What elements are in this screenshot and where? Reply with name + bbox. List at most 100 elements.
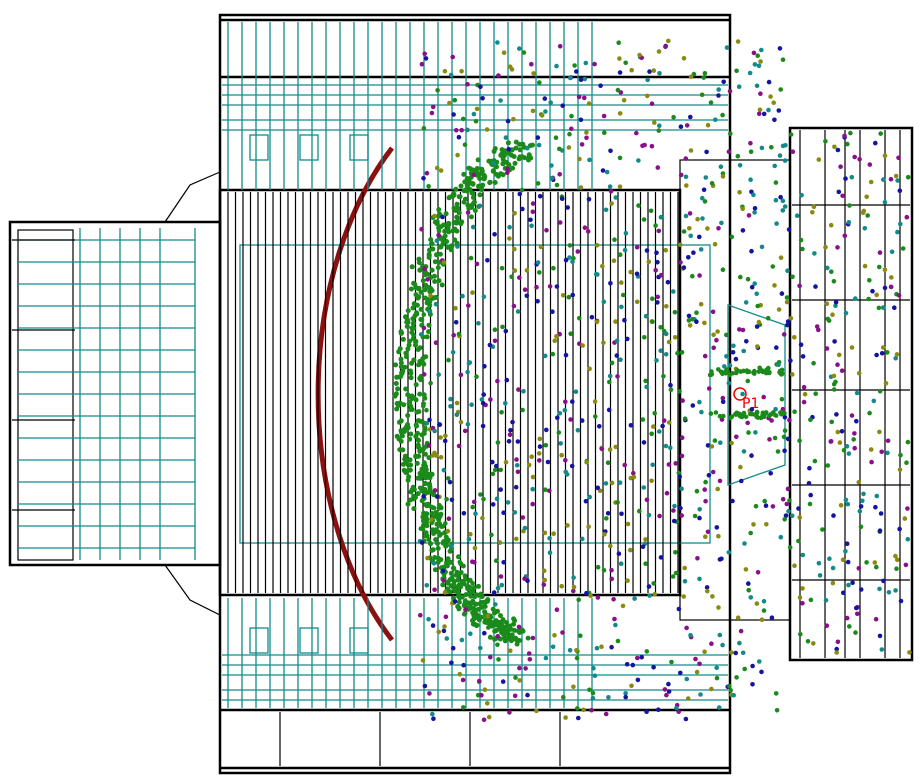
hit	[608, 447, 613, 452]
hit	[832, 382, 837, 387]
hit	[695, 489, 700, 494]
hit	[684, 626, 689, 631]
hit	[706, 443, 711, 448]
hit	[811, 361, 816, 366]
hit	[602, 568, 607, 573]
hit	[508, 624, 513, 629]
hit	[899, 599, 904, 604]
hit	[461, 663, 466, 668]
hit	[548, 284, 553, 289]
hit	[657, 71, 662, 76]
hit	[482, 718, 487, 723]
hit	[728, 416, 733, 421]
hit	[442, 468, 447, 473]
hit	[907, 650, 912, 655]
hit	[860, 499, 865, 504]
hit	[720, 113, 725, 118]
hit	[844, 498, 849, 503]
hit	[432, 555, 437, 560]
hit	[649, 432, 654, 437]
hit	[829, 223, 834, 228]
hit	[654, 358, 659, 363]
hit	[697, 516, 702, 521]
hit	[398, 346, 403, 351]
hit	[878, 389, 883, 394]
hit	[691, 403, 696, 408]
hit	[680, 350, 685, 355]
hit	[415, 296, 420, 301]
hit	[418, 345, 423, 350]
hit	[555, 183, 560, 188]
hit	[625, 337, 630, 342]
hit	[889, 285, 894, 290]
hit	[513, 675, 518, 680]
hit	[848, 131, 853, 136]
hit	[505, 378, 510, 383]
hit	[896, 156, 901, 161]
hit	[622, 463, 627, 468]
hit	[537, 80, 542, 85]
hit	[878, 528, 883, 533]
hit	[678, 243, 683, 248]
hit	[881, 345, 886, 350]
hit	[632, 475, 637, 480]
hit	[786, 437, 791, 442]
hit	[523, 287, 528, 292]
hit	[671, 289, 676, 294]
hit	[436, 546, 441, 551]
hit	[504, 329, 509, 334]
hit	[424, 511, 429, 516]
hit	[428, 485, 433, 490]
hit	[507, 225, 512, 230]
hit	[836, 430, 841, 435]
hit	[635, 300, 640, 305]
hit	[684, 717, 689, 722]
hit	[753, 62, 758, 67]
hit	[493, 180, 498, 185]
hit	[688, 234, 693, 239]
hit	[738, 465, 743, 470]
hit	[599, 644, 604, 649]
hit	[834, 300, 839, 305]
hit	[756, 570, 761, 575]
hit	[703, 534, 708, 539]
hit	[565, 523, 570, 528]
hit	[778, 153, 783, 158]
hit	[744, 567, 749, 572]
hit	[652, 68, 657, 73]
hit	[443, 590, 448, 595]
hit	[501, 560, 506, 565]
hit	[842, 448, 847, 453]
hit	[637, 53, 642, 58]
hit	[446, 581, 451, 586]
hit	[431, 531, 436, 536]
hit	[423, 533, 428, 538]
hit	[711, 346, 716, 351]
hit	[750, 285, 755, 290]
hit	[877, 587, 882, 592]
hit	[504, 135, 509, 140]
hit	[606, 511, 611, 516]
hit	[458, 194, 463, 199]
hit	[538, 437, 543, 442]
hit	[837, 190, 842, 195]
hit	[436, 530, 441, 535]
hit	[449, 661, 454, 666]
hit	[440, 582, 445, 587]
hit	[652, 120, 657, 125]
hit	[716, 605, 721, 610]
hit	[551, 645, 556, 650]
hit	[699, 410, 704, 415]
hit	[432, 279, 437, 284]
hit	[671, 574, 676, 579]
hit	[451, 646, 456, 651]
hit	[617, 551, 622, 556]
hit	[608, 281, 613, 286]
hit	[647, 513, 652, 518]
hit	[636, 203, 641, 208]
hit	[785, 295, 790, 300]
hit	[418, 317, 423, 322]
hit	[444, 211, 449, 216]
hit	[697, 507, 702, 512]
hit	[512, 304, 517, 309]
